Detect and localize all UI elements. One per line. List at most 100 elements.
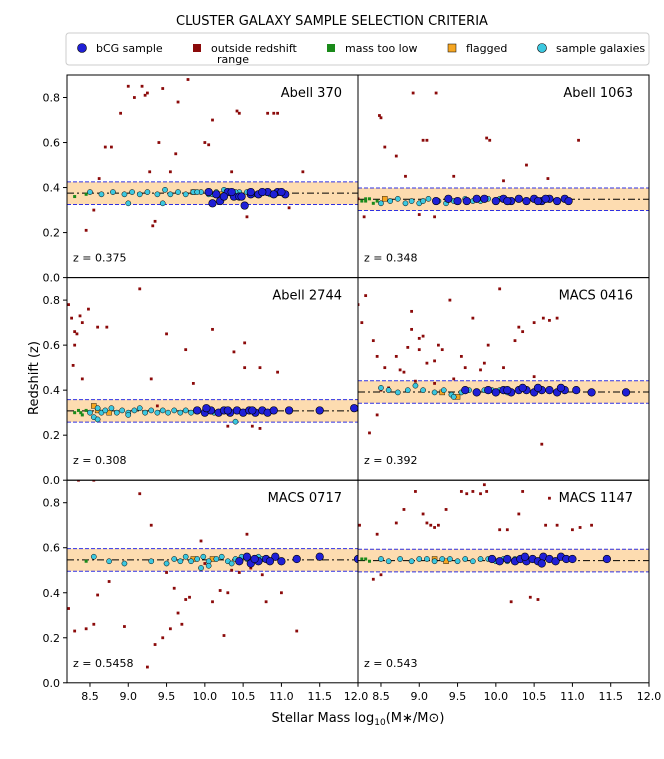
legend-label-bcg: bCG sample (96, 42, 163, 55)
outside-point (465, 492, 469, 496)
outside-point (226, 591, 230, 595)
sample-point (450, 394, 457, 400)
bcg-point (223, 406, 232, 415)
bcg-point (522, 196, 531, 206)
sample-point (87, 409, 93, 416)
outside-point (80, 321, 84, 325)
outside-point (394, 354, 398, 358)
bcg-point (503, 386, 512, 395)
outside-point (96, 593, 100, 597)
bcg-point (487, 554, 497, 564)
outside-point (176, 611, 180, 615)
sample-point (232, 418, 239, 425)
panel-title: Abell 370 (281, 86, 342, 101)
outside-point (548, 318, 551, 322)
sample-point (171, 407, 178, 414)
outside-point (486, 343, 490, 347)
sample-point (416, 556, 423, 562)
bcg-point (193, 406, 202, 415)
outside-point (378, 114, 381, 117)
outside-point (532, 375, 536, 379)
outside-point (155, 404, 159, 408)
bcg-point (240, 201, 249, 210)
bcg-point (235, 557, 244, 566)
outside-point (174, 152, 178, 156)
outside-point (218, 589, 222, 592)
sample-point (420, 387, 426, 394)
sample-point (378, 200, 384, 207)
outside-point (143, 93, 147, 97)
outside-point (375, 532, 379, 536)
sample-point (454, 558, 461, 565)
mass-low-point (364, 197, 368, 201)
outside-point (371, 339, 375, 343)
outside-point (502, 366, 505, 370)
outside-point (417, 348, 421, 352)
outside-point (126, 84, 130, 88)
sample-point (385, 387, 392, 394)
bcg-point (472, 194, 481, 203)
outside-point (75, 332, 79, 336)
panel-data-abell-370 (67, 78, 358, 232)
outside-point (433, 359, 436, 363)
outside-point (425, 138, 429, 142)
sample-point (188, 558, 194, 565)
mass-low-point (364, 199, 368, 203)
outside-point (440, 348, 444, 352)
sample-point (378, 556, 384, 562)
outside-point (226, 424, 230, 428)
outside-point (67, 607, 70, 610)
sample-point (394, 389, 401, 396)
outside-point (433, 382, 436, 385)
outside-point (211, 118, 214, 122)
legend-marker-bcg (77, 43, 87, 53)
outside-point (180, 622, 184, 626)
bcg-point (315, 552, 324, 561)
outside-point (404, 174, 407, 178)
sample-point (385, 558, 392, 565)
outside-point (119, 111, 123, 115)
outside-point (360, 321, 364, 325)
panel-abell-2744: Abell 2744 z = 0.308 0.0 0.2 0.4 0.6 0.8 (43, 277, 359, 487)
sample-point (148, 558, 155, 565)
panel-redshift-label: z = 0.543 (364, 657, 417, 670)
panel-macs-0717: MACS 0717 z = 0.5458 0.0 0.2 0.4 0.6 0.8 8.5 9.0… (43, 479, 368, 703)
outside-point (479, 492, 482, 496)
outside-point (578, 526, 582, 529)
outside-point (379, 116, 383, 120)
outside-point (414, 490, 417, 493)
outside-point (402, 370, 406, 374)
sample-point (102, 407, 109, 414)
bcg-point (491, 388, 500, 397)
bcg-point (572, 386, 581, 395)
legend-marker-low (327, 44, 335, 52)
bcg-point (520, 552, 530, 561)
outside-point (107, 580, 111, 583)
outside-point (151, 224, 155, 228)
sample-point (182, 407, 189, 414)
outside-point (411, 91, 415, 95)
outside-point (488, 138, 492, 142)
sample-point (129, 189, 135, 195)
outside-point (243, 341, 247, 345)
outside-point (368, 431, 371, 435)
outside-point (176, 100, 180, 104)
sample-point (154, 191, 161, 198)
x-tick-label: 9.5 (158, 690, 176, 703)
outside-point (421, 512, 425, 516)
outside-point (87, 307, 90, 311)
sample-point (94, 405, 101, 412)
bcg-point (227, 187, 236, 197)
bcg-point (568, 554, 577, 564)
outside-point (161, 636, 165, 640)
mass-low-point (360, 199, 364, 203)
outside-point (184, 348, 188, 352)
bcg-point (292, 554, 301, 564)
sample-point (110, 189, 116, 195)
outside-point (73, 330, 77, 334)
sample-point (431, 558, 438, 565)
outside-point (188, 595, 191, 599)
bcg-point (556, 383, 566, 393)
y-tick-label: 0.8 (43, 92, 61, 105)
panel-data-macs-0416 (358, 287, 649, 446)
